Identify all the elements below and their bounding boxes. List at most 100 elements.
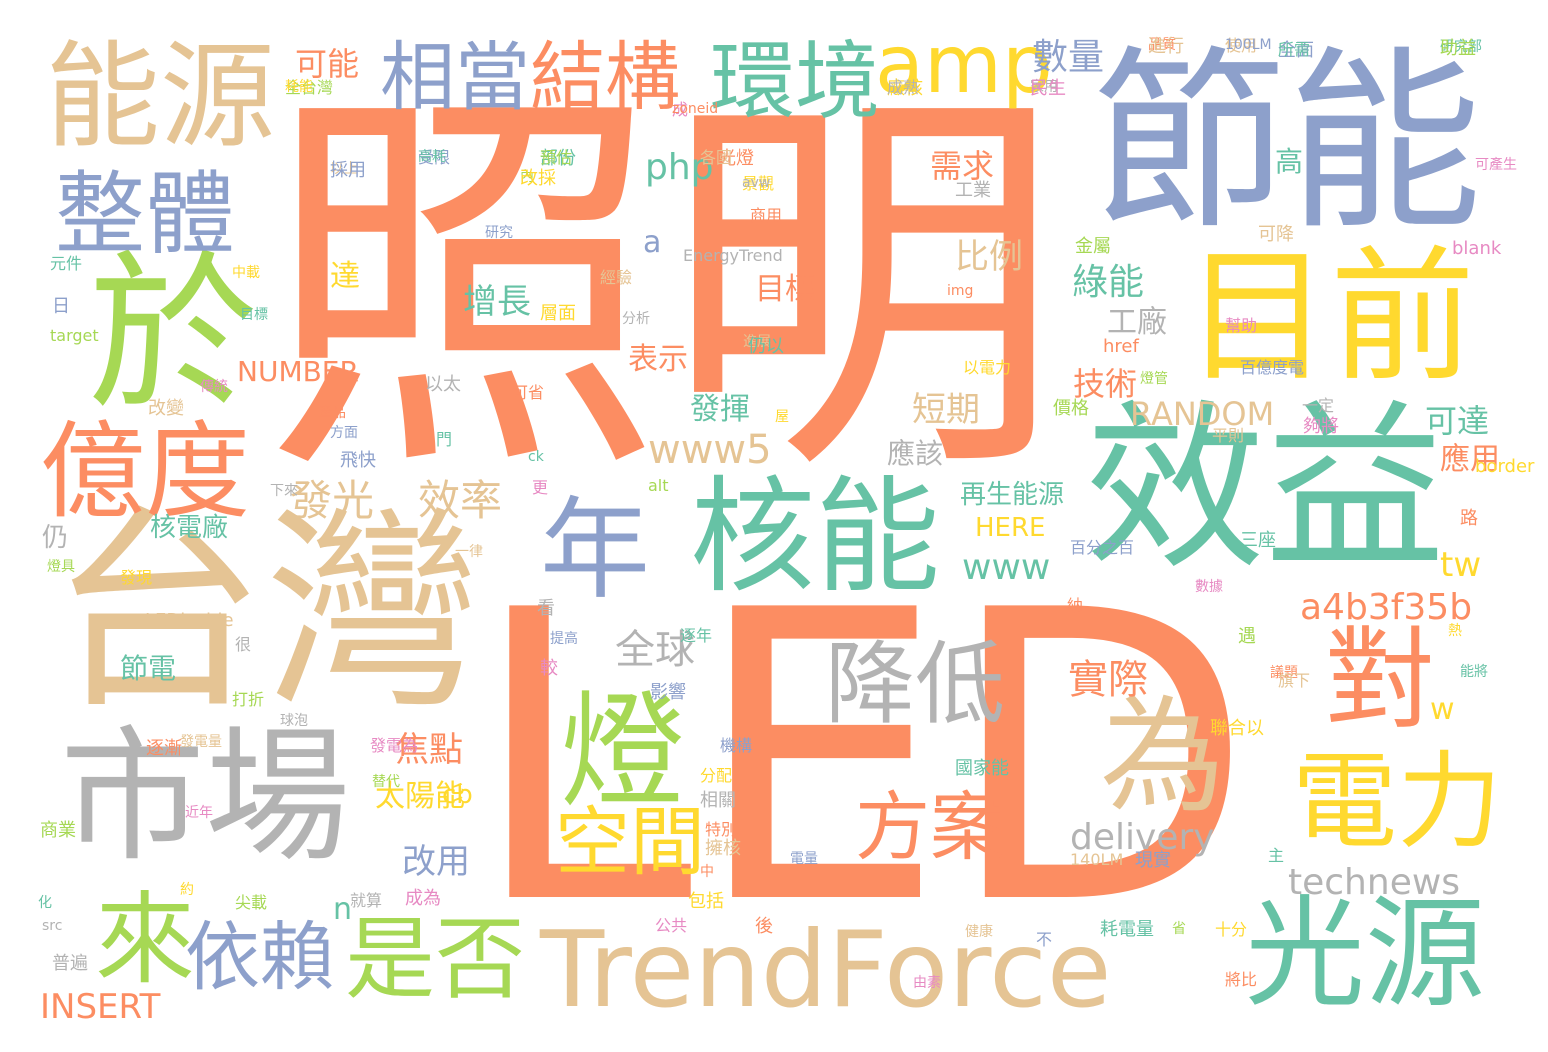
small-word: 民生 [1030, 78, 1066, 99]
small-word: 品質 [1148, 37, 1176, 53]
word-tw: tw [1440, 545, 1482, 585]
small-word: 普遍 [52, 953, 88, 974]
small-word: 全台灣 [285, 78, 334, 97]
word-bili: 比例 [955, 237, 1023, 277]
small-word: 分配 [700, 766, 733, 785]
word-www5: www5 [648, 427, 772, 473]
word-hedianchang: 核電廠 [150, 513, 229, 543]
small-word: 約 [180, 882, 194, 898]
word-yingyong: 應用 [1440, 442, 1500, 477]
word-fuguang: 發光 [290, 476, 375, 525]
small-word: 主 [1268, 846, 1285, 865]
small-word: 看 [537, 598, 555, 619]
word-zaisheng: 再生能源 [960, 480, 1065, 510]
small-word: 產品 [318, 405, 346, 421]
word-guangyuan: 光源 [1245, 885, 1485, 1024]
small-word: 金屬 [1075, 236, 1111, 257]
small-word: 門 [436, 430, 453, 449]
small-word: 熱 [1448, 623, 1462, 639]
small-word: 層面 [540, 303, 576, 324]
word-jiaodian: 焦點 [395, 730, 463, 770]
small-word: 逐年 [680, 626, 713, 645]
small-word: 使用 [1225, 36, 1258, 55]
small-word: 預估 [540, 148, 573, 167]
word-yinggai: 應該 [887, 437, 944, 470]
small-word: 各國 [700, 148, 733, 167]
small-word: 螢光燈 [700, 148, 754, 169]
word-biaoshi: 表示 [628, 342, 688, 377]
word-zhaoming: 照明 [262, 57, 1062, 522]
word-cb: cb [442, 780, 473, 810]
small-word: 提高 [550, 631, 578, 647]
word-www: www [962, 547, 1051, 588]
small-word: 特別 [705, 820, 738, 839]
small-word: 球泡 [280, 713, 308, 729]
small-word: 仍以 [748, 336, 784, 357]
word-fahui: 發揮 [690, 392, 750, 427]
word-random: RANDOM [1130, 395, 1275, 433]
word-lai: 來 [95, 881, 195, 998]
word-n: n [333, 892, 353, 927]
small-word: 發現 [120, 568, 153, 587]
small-word: 很 [235, 635, 252, 654]
small-word: 成為 [405, 888, 441, 909]
small-word: 路 [1460, 508, 1478, 529]
word-php: php [645, 147, 714, 188]
small-word: 近年 [185, 805, 213, 821]
small-word: 幫助 [1225, 316, 1258, 335]
small-word: 化 [38, 895, 52, 911]
small-word: 十分 [1215, 920, 1248, 939]
small-word: 分析 [622, 311, 650, 327]
small-word: 所需 [1278, 40, 1311, 59]
word-xiaoyi: 效益 [1085, 385, 1446, 594]
small-word: 發電為 [370, 736, 419, 755]
word-gaiyong: 改用 [402, 842, 470, 882]
small-word: 140LM [1070, 850, 1124, 869]
small-word: 成熟 [887, 78, 920, 97]
small-word: ck [528, 449, 544, 465]
small-word: 可產生 [1475, 157, 1517, 173]
small-word: 高耗 [418, 149, 446, 165]
small-word: 一定 [1302, 396, 1335, 415]
word-jieneng: 節能 [1092, 29, 1482, 256]
small-word: 能將 [1460, 664, 1488, 680]
word-gao: 高 [1275, 145, 1304, 178]
small-word: 機構 [720, 736, 753, 755]
small-word: EnergyTrend [683, 246, 783, 265]
small-word: 以太 [425, 374, 461, 395]
small-word: 中 [700, 864, 714, 880]
small-word: 百分之百 [1070, 538, 1135, 557]
small-word: img [947, 283, 974, 299]
small-word: 廠核 [887, 78, 923, 99]
small-word: 價格 [1053, 398, 1089, 419]
small-word: 部份 [540, 148, 576, 169]
word-mubiao-qian: 目前 [1185, 233, 1475, 402]
word-zhengti: 整體 [55, 162, 235, 267]
small-word: 內 [520, 169, 534, 185]
small-word: 100LM [1225, 37, 1272, 53]
small-word: 以電力 [963, 358, 1012, 377]
small-word: 健康 [965, 924, 993, 940]
small-word: 旗下 [1278, 671, 1311, 690]
word-technews: technews [1288, 862, 1461, 903]
small-word: 擁核 [705, 838, 741, 859]
small-word: 影響 [650, 682, 686, 703]
small-word: 採用 [330, 160, 366, 181]
small-word: 相關 [700, 790, 736, 811]
word-jiedian: 節電 [120, 652, 177, 685]
small-word: 屋 [775, 409, 789, 425]
small-word: 商用 [750, 206, 783, 225]
small-word: 打折 [232, 690, 265, 709]
small-word: 進行 [1148, 36, 1184, 57]
small-word: 方面 [330, 425, 358, 441]
small-word: avw [742, 175, 771, 191]
small-word: 數據 [1195, 579, 1223, 595]
word-led: LED [470, 527, 1254, 992]
word-huanjing: 環境 [710, 33, 881, 132]
word-delivery: delivery [1070, 817, 1215, 858]
small-word: 下來 [270, 483, 298, 499]
small-word: 工業 [955, 180, 991, 201]
small-word: 目標 [240, 307, 268, 323]
small-word: 經驗 [600, 268, 633, 287]
small-word: 改採 [520, 168, 556, 189]
